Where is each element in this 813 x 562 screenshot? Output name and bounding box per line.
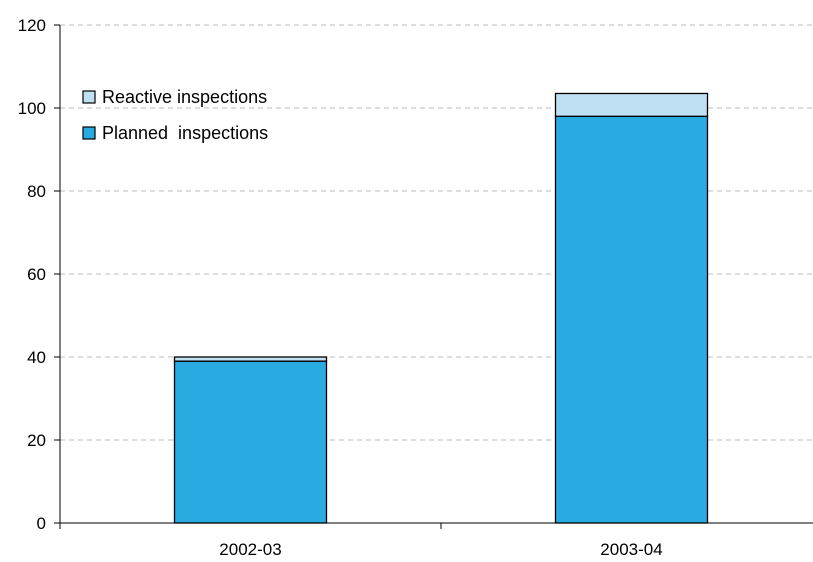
tick-labels: 0 20 40 60 80 100 120 2002-03 2003-04: [18, 16, 663, 559]
y-tick-label-80: 80: [27, 182, 46, 201]
x-tick-label-2003-04: 2003-04: [600, 540, 662, 559]
y-tick-label-0: 0: [37, 514, 46, 533]
x-tick-label-2002-03: 2002-03: [219, 540, 281, 559]
legend-swatch-reactive: [82, 90, 96, 104]
bar-2002-03-planned: [173, 360, 328, 524]
y-tick-label-60: 60: [27, 265, 46, 284]
bar-2002-03-reactive: [173, 356, 328, 362]
legend-label-reactive: Reactive inspections: [102, 87, 267, 107]
legend-label-planned: Planned inspections: [102, 123, 268, 143]
bar-2003-04-reactive: [554, 92, 709, 117]
bar-2003-04-planned: [554, 115, 709, 524]
legend-swatch-planned: [82, 126, 96, 140]
y-tick-label-120: 120: [18, 16, 46, 35]
y-tick-label-20: 20: [27, 431, 46, 450]
bars: [173, 92, 709, 524]
y-tick-label-100: 100: [18, 99, 46, 118]
legend: Reactive inspections Planned inspections: [82, 87, 268, 143]
y-tick-label-40: 40: [27, 348, 46, 367]
